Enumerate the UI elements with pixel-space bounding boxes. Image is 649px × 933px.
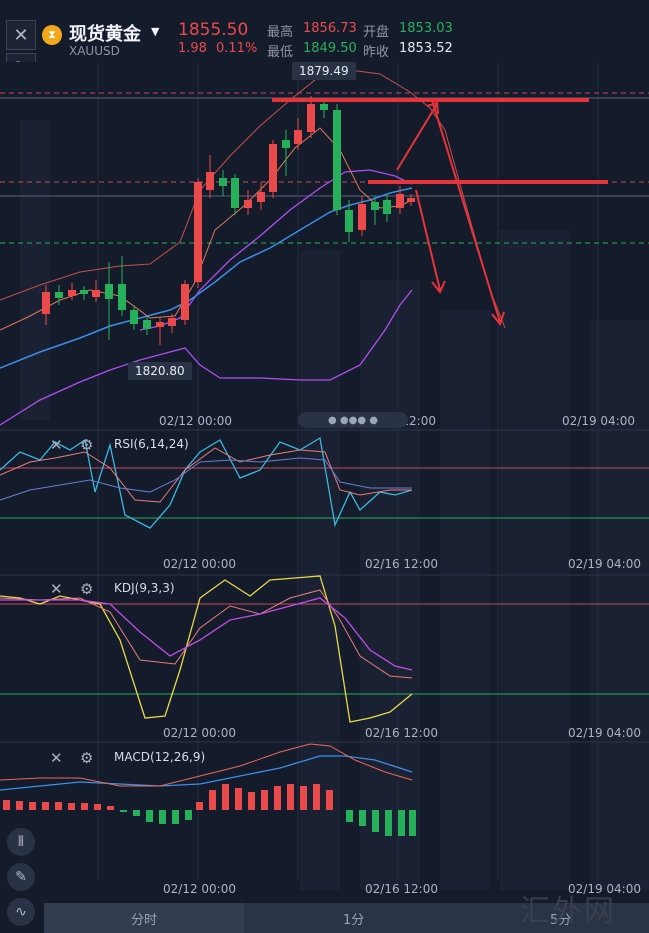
high-label: 最高 [267,25,294,40]
low-value: 1849.50 [303,41,357,56]
rsi-x-tick: 02/12 00:00 [163,557,236,571]
open-value: 1853.03 [399,21,453,36]
open-label: 开盘 [363,25,390,40]
pen-icon[interactable]: ✎ [7,863,35,891]
close-icon[interactable]: ✕ [6,20,36,50]
low-label: 最低 [267,45,294,60]
rsi-title: RSI(6,14,24) [114,437,189,451]
watermark-text: 汇外网 [520,894,616,929]
macd-title: MACD(12,26,9) [114,750,206,764]
last-price: 1855.50 [178,20,249,40]
symbol-code: XAUUSD [69,44,120,58]
kdj-x-tick: 02/12 00:00 [163,726,236,740]
quote-header: ✕ ⤡ ⧗ 现货黄金 ▼ XAUUSD 1855.50 1.98 0.11% 最… [0,0,649,81]
high-value: 1856.73 [303,21,357,36]
main-x-tick: 02/12 00:00 [159,414,232,428]
indicator-icon[interactable]: ∿ [7,898,35,926]
candlesticks [42,96,415,345]
resistance-lines [272,98,608,184]
close-icon[interactable]: ✕ [50,749,63,767]
main-x-tick: 02/19 04:00 [562,414,635,428]
price-change: 1.98 [178,41,207,56]
price-change-pct: 0.11% [216,41,258,56]
candlestick-icon[interactable]: ⫴ [7,828,35,856]
macd-x-tick: 02/12 00:00 [163,882,236,896]
instrument-title[interactable]: 现货黄金 [69,24,141,45]
kdj-x-tick: 02/19 04:00 [568,726,641,740]
macd-x-tick: 02/19 04:00 [568,882,641,896]
tab-1min[interactable]: 1分 [343,913,365,928]
gear-icon[interactable]: ⚙ [80,580,94,598]
kdj-x-tick: 02/16 12:00 [365,726,438,740]
scroll-indicator[interactable]: ● ●●● ● [298,412,408,428]
close-icon[interactable]: ✕ [50,580,63,598]
close-icon[interactable]: ✕ [50,436,63,454]
high-marker: 1879.49 [292,62,356,80]
prev-close-value: 1853.52 [399,41,453,56]
tab-5min[interactable]: 5分 [550,913,572,928]
chevron-down-icon[interactable]: ▼ [151,25,160,38]
tab-timeshare[interactable]: 分时 [131,913,158,928]
rsi-x-tick: 02/16 12:00 [365,557,438,571]
prev-close-label: 昨收 [363,45,390,60]
gear-icon[interactable]: ⚙ [80,436,94,454]
trend-arrows [396,99,505,327]
low-marker: 1820.80 [128,362,192,380]
gold-icon: ⧗ [42,25,62,45]
kdj-title: KDJ(9,3,3) [114,581,175,595]
macd-x-tick: 02/16 12:00 [365,882,438,896]
rsi-x-tick: 02/19 04:00 [568,557,641,571]
gear-icon[interactable]: ⚙ [80,749,94,767]
